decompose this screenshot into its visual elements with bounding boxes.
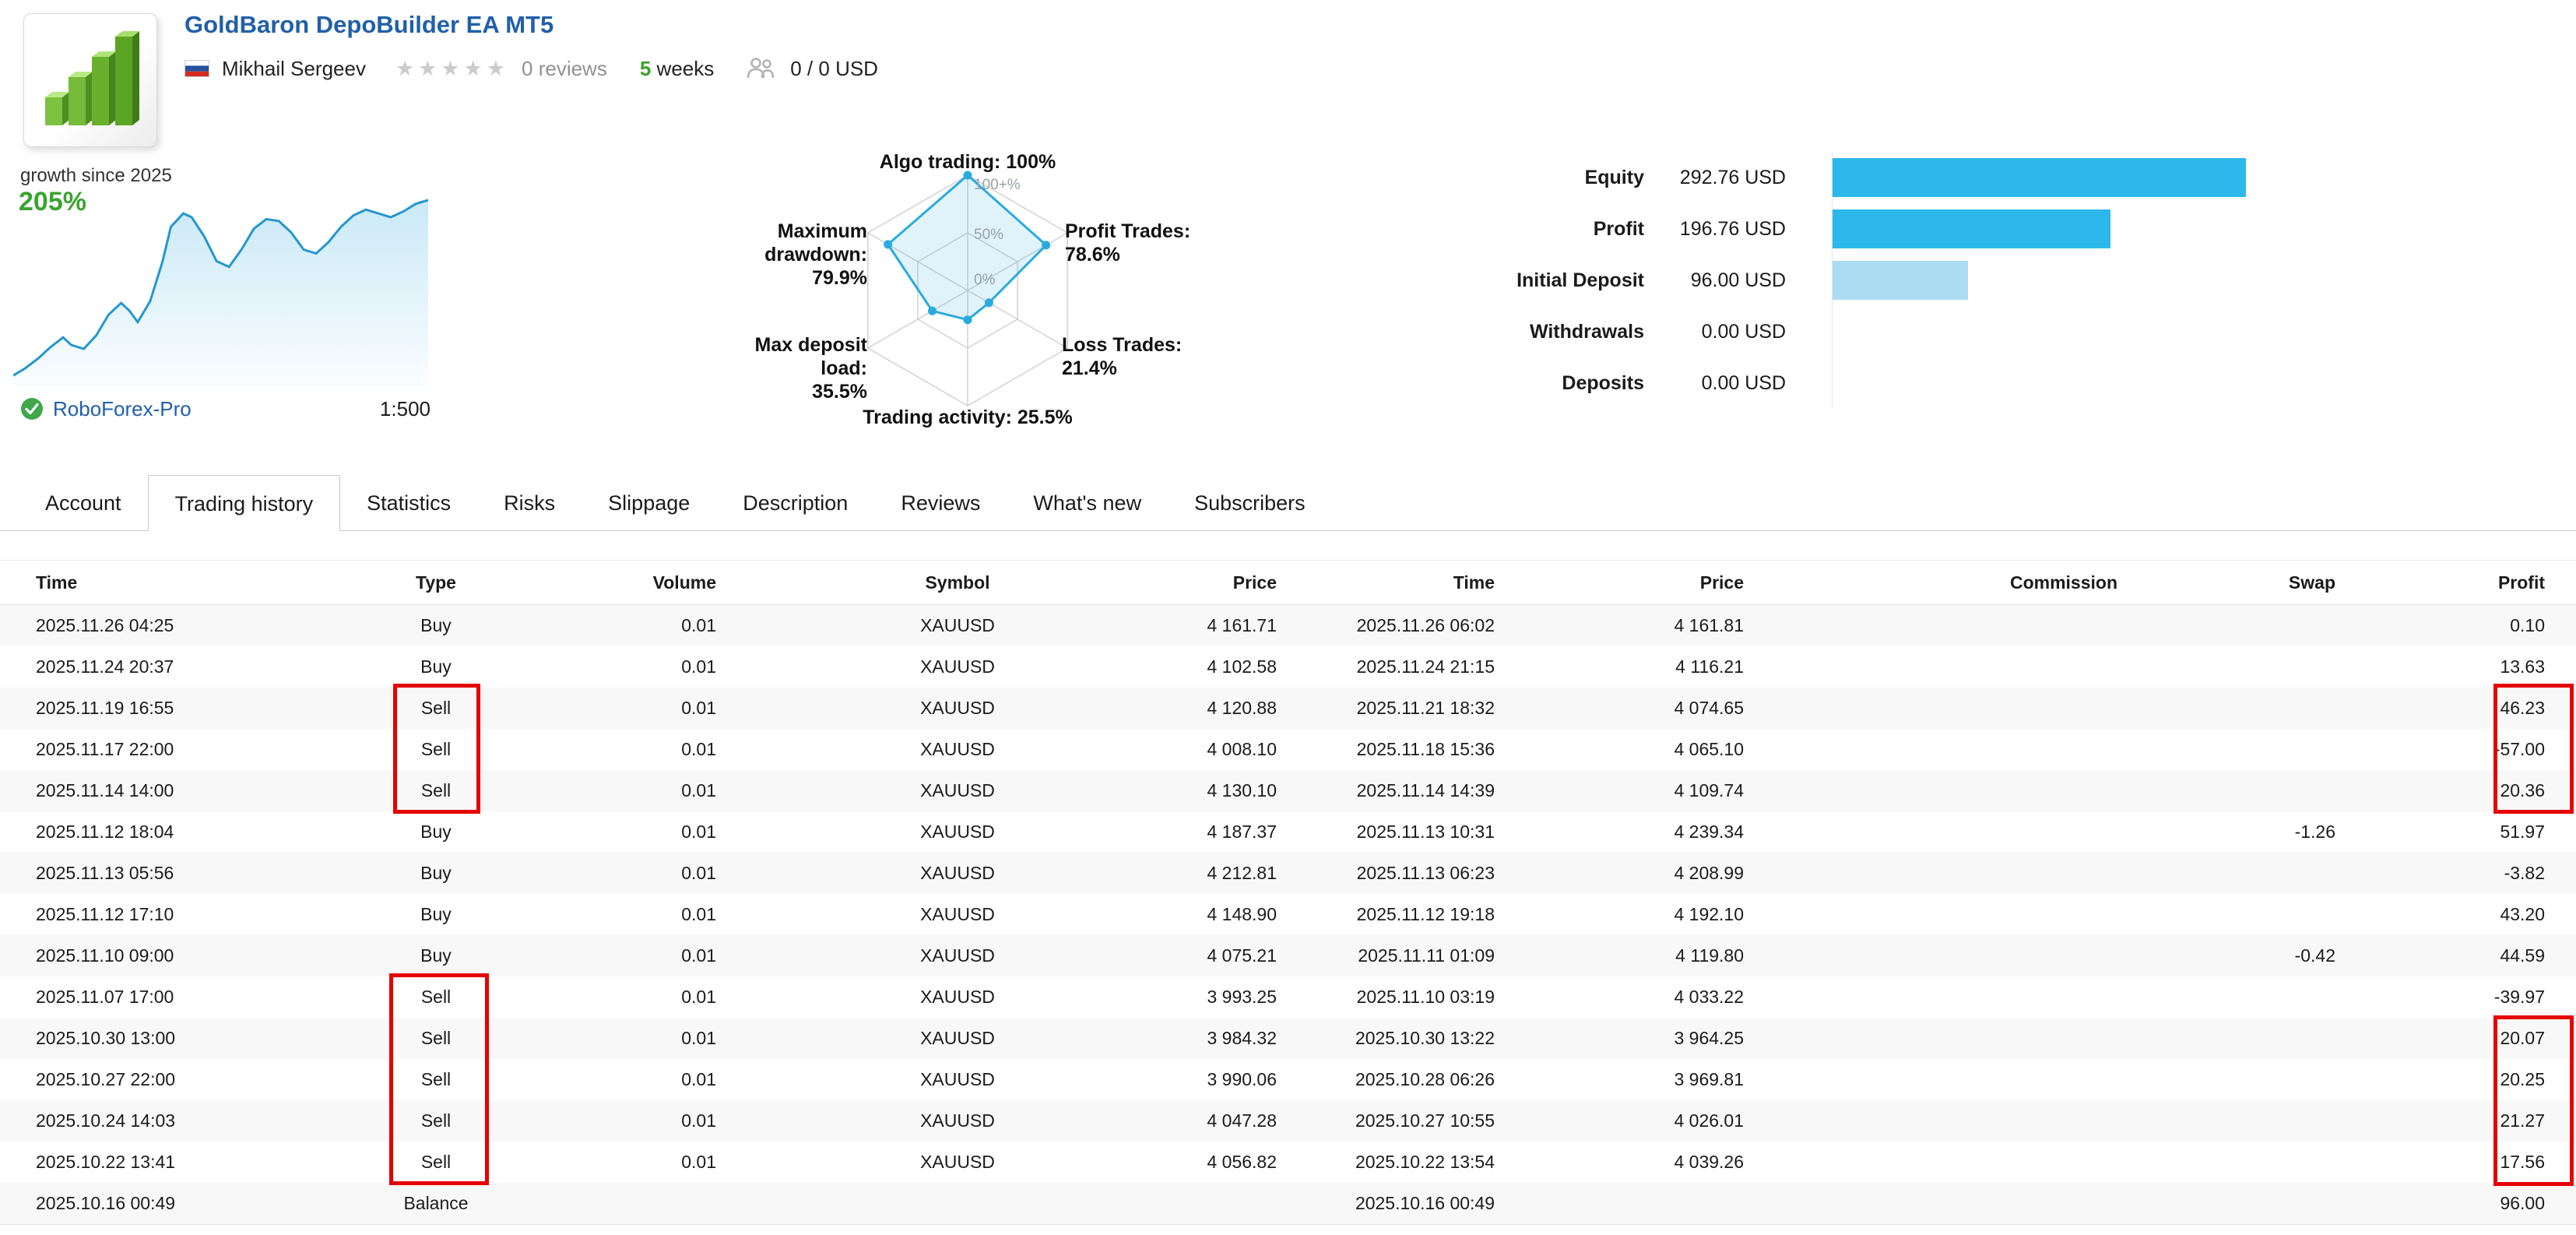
stat-label: Profit [1593,217,1644,240]
leverage-value: 1:500 [379,397,431,420]
radar-chart: 100+% 50% 0% Algo trading: 100% Profit Tra… [740,144,1207,436]
trading-history-table: Time Type Volume Symbol Price Time Price Commis… [0,560,2576,1225]
flag-icon-russia [185,60,209,77]
stat-bar-zone [1832,255,2300,306]
tab-trading-history[interactable]: Trading history [147,475,341,532]
tab-subscribers[interactable]: Subscribers [1194,491,1306,515]
stat-bar-zone [1832,357,2300,409]
tab-what-s-new[interactable]: What's new [1033,491,1142,515]
signal-age-number: 5 [639,56,652,80]
radar-label-trading-activity: Trading activity: 25.5% [863,406,1073,428]
product-logo [23,13,157,147]
broker-row: RoboForex-Pro 1:500 [20,396,431,422]
radar-label-profit-trades: Profit Trades: 78.6% [1065,220,1191,266]
tab-bar: Account Trading history Statistics Risks Sli… [0,475,2576,532]
col-header-commission: Commission [1744,560,2117,605]
radar-label-maximum-drawdown: Maximum drawdown: 79.9% [764,220,867,289]
page-title: GoldBaron DepoBuilder EA MT5 [185,11,554,38]
col-header-time: Time [0,560,374,605]
table-header: Time Type Volume Symbol Price Time Price Commis… [0,560,2576,605]
stat-bar-zone [1832,152,2300,203]
stat-value: 0.00 USD [1701,320,1786,343]
stat-label: Withdrawals [1529,320,1644,343]
subscribers-count: 0 / 0 USD [790,56,878,80]
table-body: 2025.11.26 04:25 Buy 0.01 XAUUSD 4 161.71 202… [0,604,2576,1225]
byline: Mikhail Sergeev ★★★★★ 0 reviews 5 weeks … [185,55,878,83]
table-row: 2025.11.19 16:55 Sell 0.01 XAUUSD 4 120.88 20… [0,688,2576,729]
verified-check-icon [20,397,44,424]
stat-row-deposits: Deposits 0.00 USD [1442,357,2300,409]
col-header-symbol: Symbol [716,560,1199,605]
stat-label: Deposits [1562,371,1644,394]
table-row: 2025.10.22 13:41 Sell 0.01 XAUUSD 4 056.82 20… [36,1152,2545,1172]
stat-row-equity: Equity 292.76 USD [1442,152,2300,203]
reviews-count[interactable]: 0 reviews [522,56,607,80]
stat-label: Initial Deposit [1516,269,1644,291]
table-row: 2025.10.24 14:03 Sell 0.01 XAUUSD 4 047.28 20… [0,1100,2576,1142]
col-header-time: Time [1277,560,1495,605]
table-row: 2025.11.12 17:10 Buy 0.01 XAUUSD 4 148.90 202… [36,904,2545,924]
col-header-volume: Volume [498,560,716,605]
stat-bar-zone [1832,306,2300,357]
tab-risks[interactable]: Risks [504,491,556,515]
table-row: 2025.11.24 20:37 Buy 0.01 XAUUSD 4 102.58 202… [36,656,2545,677]
green-bars-logo-icon [45,31,139,125]
author-link[interactable]: Mikhail Sergeev [222,56,366,80]
table-row: 2025.11.13 05:56 Buy 0.01 XAUUSD 4 212.81 202… [0,853,2576,894]
col-header-price: Price [1199,560,1277,605]
table-row: 2025.10.16 00:49 Balance 2025.10.16 00:49 9… [0,1183,2576,1225]
stat-value: 96.00 USD [1690,269,1786,291]
stat-value: 0.00 USD [1701,371,1786,394]
stat-bar-zone [1832,203,2300,255]
svg-text:50%: 50% [974,227,1003,243]
tab-slippage[interactable]: Slippage [608,491,691,515]
stat-bar [1833,261,1968,300]
stat-row-initial-deposit: Initial Deposit 96.00 USD [1442,255,2300,306]
signal-age: 5 weeks [640,57,714,81]
stat-value: 196.76 USD [1679,217,1786,240]
rating-stars: ★★★★★ [395,56,510,81]
account-stats: Equity 292.76 USD Profit 196.76 USD Initial … [1442,152,2300,409]
radar-label-loss-trades: Loss Trades: 21.4% [1062,334,1183,379]
stat-bar [1833,209,2110,248]
col-header-swap: Swap [2117,560,2335,605]
col-header-profit: Profit [2335,560,2576,605]
table-row: 2025.11.17 22:00 Sell 0.01 XAUUSD 4 008.10 20… [36,739,2545,759]
tab-account[interactable]: Account [45,491,121,515]
stat-value: 292.76 USD [1679,166,1786,188]
subscribers-icon [747,57,778,80]
table-row: 2025.10.27 22:00 Sell 0.01 XAUUSD 3 990.06 20… [36,1069,2545,1089]
tab-reviews[interactable]: Reviews [901,491,981,515]
table-row: 2025.11.07 17:00 Sell 0.01 XAUUSD 3 993.25 20… [36,987,2545,1007]
broker-link[interactable]: RoboForex-Pro [53,397,192,420]
signal-age-unit: weeks [656,56,715,80]
col-header-type: Type [374,560,498,605]
radar-label-algo-trading: Algo trading: 100% [879,151,1056,173]
tab-description[interactable]: Description [743,491,849,515]
col-header-price: Price [1495,560,1744,605]
table-row: 2025.11.26 04:25 Buy 0.01 XAUUSD 4 161.71 202… [0,604,2576,646]
stat-row-profit: Profit 196.76 USD [1442,203,2300,255]
table-row: 2025.11.12 18:04 Buy 0.01 XAUUSD 4 187.37 202… [36,822,2545,842]
tab-statistics[interactable]: Statistics [367,491,452,515]
svg-text:100+%: 100+% [974,177,1021,193]
stat-bar [1833,158,2246,197]
svg-text:0%: 0% [974,272,996,288]
growth-label: growth since 2025 [20,165,172,186]
growth-percent: 205% [19,187,86,216]
table-row: 2025.10.30 13:00 Sell 0.01 XAUUSD 3 984.32 20… [0,1018,2576,1059]
table-row: 2025.11.10 09:00 Buy 0.01 XAUUSD 4 075.21 202… [0,935,2576,976]
stat-label: Equity [1584,166,1644,188]
table-row: 2025.11.14 14:00 Sell 0.01 XAUUSD 4 130.10 20… [0,770,2576,811]
radar-label-max-deposit-load: Max deposit load: 35.5% [754,334,867,403]
growth-chart [13,199,428,387]
radar-svg: 100+% 50% 0% [867,171,1068,406]
stat-row-withdrawals: Withdrawals 0.00 USD [1442,306,2300,357]
